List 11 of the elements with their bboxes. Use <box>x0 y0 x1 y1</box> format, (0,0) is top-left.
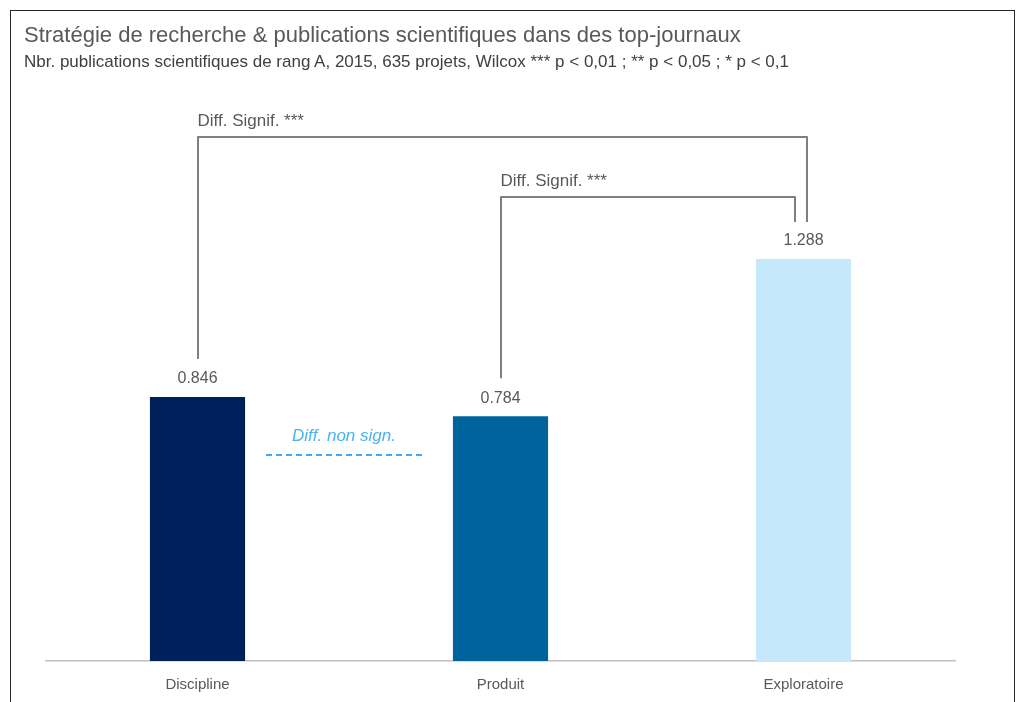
data-label: 1.288 <box>783 231 824 249</box>
data-label: 0.846 <box>177 369 218 387</box>
data-label: 0.784 <box>480 388 521 406</box>
x-tick-label: Exploratoire <box>763 675 844 693</box>
x-tick-label: Produit <box>476 675 526 693</box>
annotation: Diff. non sign. <box>292 426 396 447</box>
x-tick-label: Discipline <box>165 675 230 693</box>
chart-title: Stratégie de recherche & publications scientifiques dans des top-journaux <box>24 22 741 47</box>
chart-subtitle: Nbr. publications scientifiques de rang A, 2015, 635 projets, Wilcox *** p < 0,01 ; ** p < 0,05 ; * p < 0,1 <box>24 52 789 72</box>
text: Diff. Signif. *** <box>197 111 304 131</box>
text: Diff. Signif. *** <box>500 171 607 191</box>
